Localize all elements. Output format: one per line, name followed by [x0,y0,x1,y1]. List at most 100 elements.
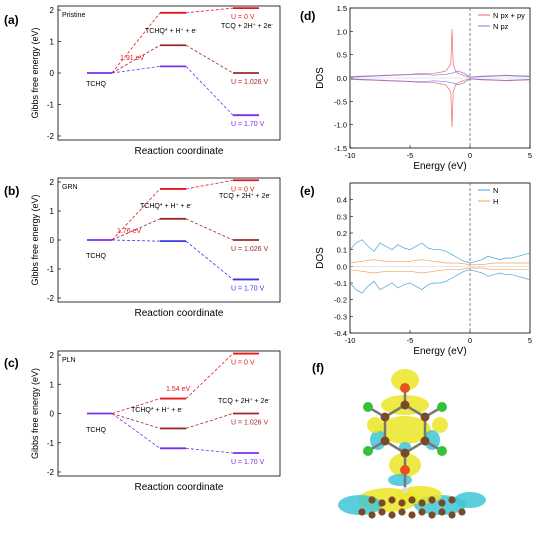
dos-curve-dos_N [349,269,531,294]
substrate-atom [448,496,456,504]
connector-purple [111,65,161,74]
y-tick-label: 1 [50,380,55,389]
energy-panel-0: -2 -1 0 1 2 (a) Pristine Gibbs free energy (eV)… [4,5,281,157]
carbon-atom [420,412,430,422]
y-axis-label: DOS [315,67,326,89]
y-axis-label: Gibbs free energy (eV) [30,368,40,459]
x-tick-label: -10 [345,151,356,160]
potential-label: U = 0 V [231,14,255,21]
dos-panel-0: -1.5 -1.0 -0.5 0.0 0.5 1.0 1.5 -10 -5 0 5 (d) DOS Ene… [300,4,532,172]
legend-label: N pz [493,22,509,31]
barrier-label: 1.54 eV [166,386,190,393]
substrate-atom [408,496,416,504]
y-tick-label: 0.1 [337,246,347,255]
y-tick-label: 0.0 [337,262,347,271]
energy-panel-2: -2 -1 0 1 2 (c) PLN Gibbs free energy (eV) React… [4,350,281,493]
charge-density-lobe [424,430,440,450]
panel-letter: (d) [300,9,315,23]
barrier-label: 1.76 eV [117,228,141,235]
y-tick-label: 0.0 [337,74,347,83]
y-tick-label: 0.4 [337,196,347,205]
x-tick-label: -5 [407,151,414,160]
potential-label: U = 1.70 V [231,121,265,128]
connector-purple [185,66,234,116]
molecule-panel: (f) [312,361,486,519]
dos-curve-dos_N [349,239,531,264]
connector-red [111,12,161,74]
legend-label: H [493,197,498,206]
charge-density-lobe [367,417,383,433]
substrate-atom [368,511,376,519]
potential-label: U = 0 V [231,360,255,367]
substrate-atom [388,511,396,519]
substrate-atom [438,499,446,507]
substrate-atom [418,499,426,507]
charge-density-lobe [391,369,419,391]
y-tick-label: -2 [47,294,55,303]
species-label: TCHQ* + H+ + e- [140,203,192,211]
connector-purple [185,447,234,454]
substrate-atom [378,508,386,516]
potential-label: U = 1.026 V [231,420,268,427]
species-label: TCHQ* + H+ + e- [145,28,197,36]
potential-label: U = 1.026 V [231,246,268,253]
y-tick-label: -1.0 [334,121,347,130]
x-axis-label: Energy (eV) [413,161,466,172]
x-axis-label: Reaction coordinate [135,308,224,319]
chlorine-atom [437,446,447,456]
hydrogen-atom [402,487,408,493]
charge-density-lobe [370,430,386,450]
dos-curve-dos_red [349,28,531,78]
y-tick-label: 2 [50,6,55,15]
species-label: TCHQ [86,81,106,88]
inset-label: PLN [62,357,76,364]
substrate-atom [428,511,436,519]
dos-curve-dos_blue [349,70,531,78]
substrate-atom [368,496,376,504]
dos-curve-dos_H [349,259,530,266]
charge-density-lobe [454,492,486,508]
connector-darkred [111,218,161,241]
x-tick-label: 0 [468,151,472,160]
y-tick-label: -1 [47,439,55,448]
energy-panel-1: -2 -1 0 1 2 (b) GRN Gibbs free energy (eV) React… [4,177,281,319]
x-tick-label: 0 [468,336,472,345]
y-tick-label: -2 [47,468,55,477]
connector-red [185,179,234,190]
y-tick-label: -1.5 [334,144,347,153]
chlorine-atom [363,446,373,456]
connector-blue [111,239,161,242]
panel-letter: (e) [300,184,315,198]
carbon-atom [420,436,430,446]
connector-red [111,398,161,414]
barrier-label: 1.91 eV [120,55,144,62]
y-tick-label: 0.2 [337,229,347,238]
species-label: TCQ + 2H+ + 2e- [218,398,270,406]
substrate-atom [378,499,386,507]
y-tick-label: -2 [47,132,55,141]
inset-label: GRN [62,184,78,191]
x-axis-label: Energy (eV) [413,346,466,357]
panel-letter: (f) [312,361,324,375]
charge-density-lobe [432,417,448,433]
y-tick-label: 1 [50,38,55,47]
x-tick-label: -10 [345,336,356,345]
y-tick-label: -0.1 [334,279,347,288]
y-axis-label: Gibbs free energy (eV) [30,27,40,118]
connector-darkred [111,413,161,429]
panel-letter: (c) [4,356,19,370]
dos-curve-dos_blue [349,78,531,86]
connector-purple [111,413,161,449]
potential-label: U = 1.70 V [231,285,265,292]
species-label: TCHQ* + H+ + e- [131,407,183,415]
substrate-atom [448,511,456,519]
connector-red [185,7,234,14]
y-tick-label: 0 [50,69,55,78]
x-tick-label: 5 [528,151,532,160]
connector-darkred [111,44,161,74]
potential-label: U = 0 V [231,186,255,193]
y-tick-label: 0.3 [337,212,347,221]
legend-label: N [493,186,498,195]
connector-darkred [185,218,234,241]
y-tick-label: 1.0 [337,27,347,36]
